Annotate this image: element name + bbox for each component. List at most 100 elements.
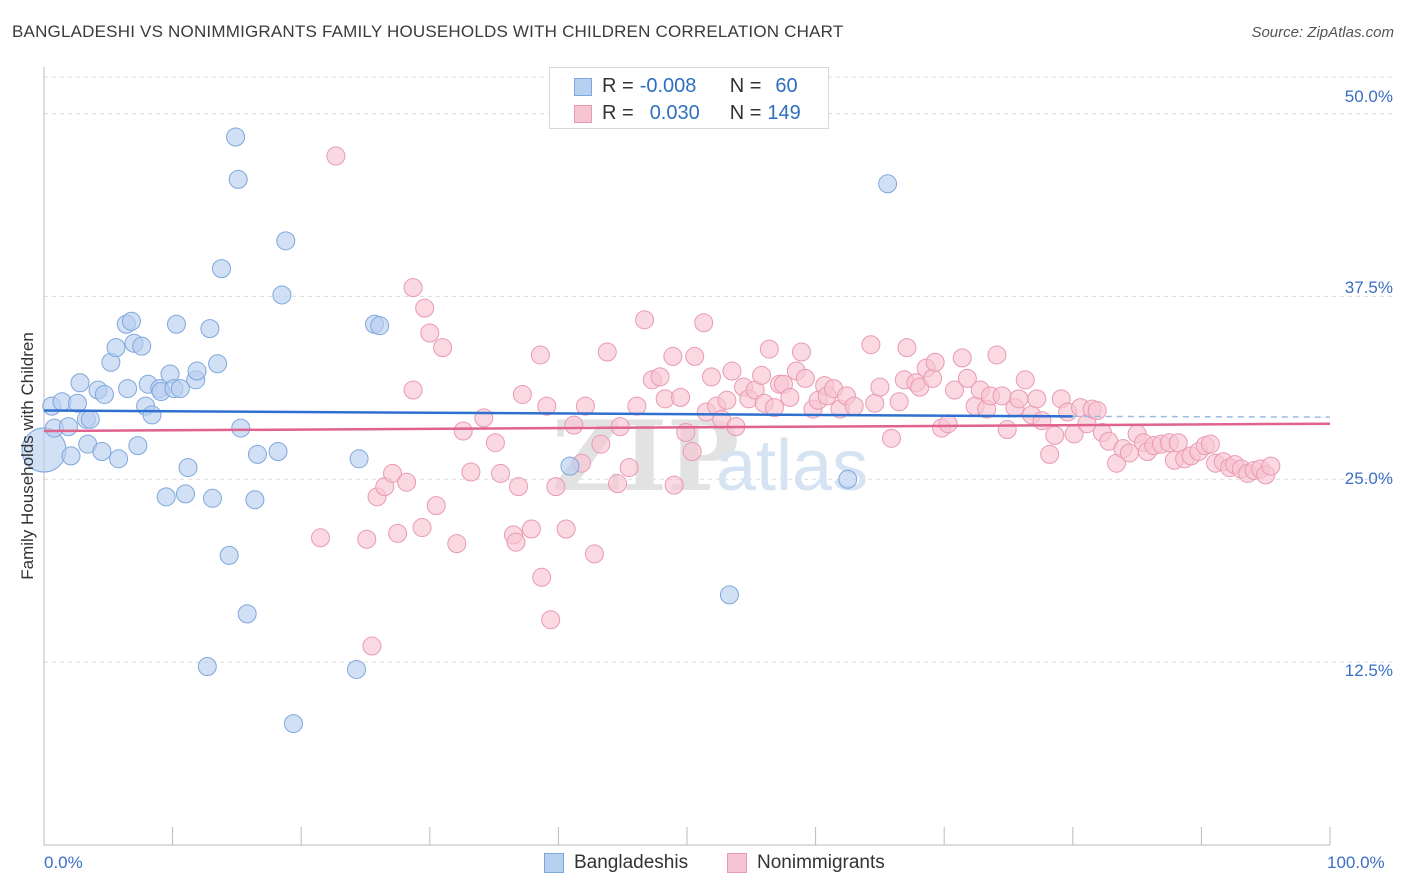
nonimmigrants-point (664, 475, 684, 495)
y-tick-label-37-5: 37.5% (1344, 278, 1393, 297)
y-tick-label-25: 25.0% (1344, 469, 1393, 488)
legend-r-value: 0.030 (649, 102, 700, 124)
nonimmigrants-point (474, 408, 494, 428)
nonimmigrants-point (512, 384, 532, 404)
nonimmigrants-point (485, 433, 505, 453)
nonimmigrants-point (717, 390, 737, 410)
bangladeshis-point (187, 361, 207, 381)
nonimmigrants-point (780, 387, 800, 407)
bangladeshis-point (118, 379, 138, 399)
bangladeshis-point (719, 585, 739, 605)
nonimmigrants-point (1168, 433, 1188, 453)
nonimmigrants-point (541, 610, 561, 630)
nonimmigrants-point (685, 346, 705, 366)
nonimmigrants-point (383, 463, 403, 483)
bangladeshis-point (80, 409, 100, 429)
nonimmigrants-point (944, 380, 964, 400)
bangladeshis-point (245, 490, 265, 510)
legend-r-value: -0.008 (639, 75, 697, 97)
nonimmigrants-point (881, 428, 901, 448)
legend-swatch-pink (727, 853, 747, 873)
nonimmigrants-point (530, 345, 550, 365)
legend-n-label: N = (729, 75, 762, 97)
nonimmigrants-point (938, 414, 958, 434)
legend-label-bangladeshis: Bangladeshis (574, 852, 689, 873)
nonimmigrants-point (957, 368, 977, 388)
legend-item-bangladeshis: Bangladeshis (544, 852, 688, 874)
bangladeshis-point (61, 446, 81, 466)
legend-r-label: R = (602, 75, 634, 97)
nonimmigrants-point (1032, 411, 1052, 431)
bangladeshis-point (349, 449, 369, 469)
bangladeshis-point (202, 488, 222, 508)
bangladeshis-point (878, 174, 898, 194)
gridlines (44, 76, 1392, 663)
bangladeshis-point (128, 436, 148, 456)
nonimmigrants-point (897, 338, 917, 358)
y-tick-label-12-5: 12.5% (1344, 661, 1393, 680)
nonimmigrants-point (635, 310, 655, 330)
nonimmigrants-point (426, 496, 446, 516)
nonimmigrants-point (461, 462, 481, 482)
y-axis-title: Family Households with Children (18, 332, 37, 580)
nonimmigrants-point (415, 298, 435, 318)
x-tick-label-100: 100.0% (1327, 853, 1385, 872)
bangladeshis-point (237, 604, 257, 624)
watermark-atlas: atlas (716, 426, 868, 506)
bangladeshis-point (175, 484, 195, 504)
nonimmigrants-point (923, 368, 943, 388)
bangladeshis-point (178, 458, 198, 478)
nonimmigrants-point (420, 323, 440, 343)
nonimmigrants-point (506, 532, 526, 552)
bangladeshis-point (247, 444, 267, 464)
bangladeshis-point (231, 418, 251, 438)
nonimmigrants-point (1040, 444, 1060, 464)
nonimmigrants-point (861, 335, 881, 355)
bangladeshis-trend-line (43, 409, 1073, 418)
nonimmigrants-point (403, 278, 423, 298)
nonimmigrants-point (357, 529, 377, 549)
bangladeshis-point (560, 456, 580, 476)
nonimmigrants-point (1087, 401, 1107, 421)
nonimmigrants-point (564, 415, 584, 435)
nonimmigrants-point (791, 342, 811, 362)
bangladeshis-point (211, 259, 231, 279)
nonimmigrants-point (1015, 370, 1035, 390)
bangladeshis-point (121, 311, 141, 331)
bangladeshis-point (106, 338, 126, 358)
legend-n-value: 60 (775, 75, 798, 97)
nonimmigrants-point (403, 380, 423, 400)
nonimmigrants-point (1027, 389, 1047, 409)
nonimmigrants-point (759, 339, 779, 359)
nonimmigrants-point (650, 367, 670, 387)
bangladeshis-point (70, 373, 90, 393)
bangladeshis-points (21, 127, 898, 734)
nonimmigrants-point (1261, 456, 1281, 476)
nonimmigrants-point (388, 523, 408, 543)
bangladeshis-point (268, 441, 288, 461)
bangladeshis-point (276, 231, 296, 251)
nonimmigrants-point (362, 636, 382, 656)
trend-lines (43, 409, 1331, 433)
legend-row-bangladeshis: R = -0.008 N = 60 (574, 73, 798, 100)
nonimmigrants-point (608, 474, 628, 494)
bangladeshis-point (197, 657, 217, 677)
nonimmigrants-point (671, 387, 691, 407)
nonimmigrants-point (722, 361, 742, 381)
legend-swatch-blue (544, 853, 564, 873)
nonimmigrants-point (870, 377, 890, 397)
legend-n-value: 149 (767, 102, 801, 124)
nonimmigrants-point (889, 392, 909, 412)
bangladeshis-point (200, 319, 220, 339)
bangladeshis-point (226, 127, 246, 147)
nonimmigrants-point (584, 544, 604, 564)
nonimmigrants-point (627, 396, 647, 416)
nonimmigrants-point (537, 396, 557, 416)
nonimmigrants-points (310, 146, 1281, 656)
nonimmigrants-point (987, 345, 1007, 365)
nonimmigrants-point (433, 338, 453, 358)
nonimmigrants-point (1045, 425, 1065, 445)
bangladeshis-point (219, 545, 239, 565)
bangladeshis-point (142, 405, 162, 425)
